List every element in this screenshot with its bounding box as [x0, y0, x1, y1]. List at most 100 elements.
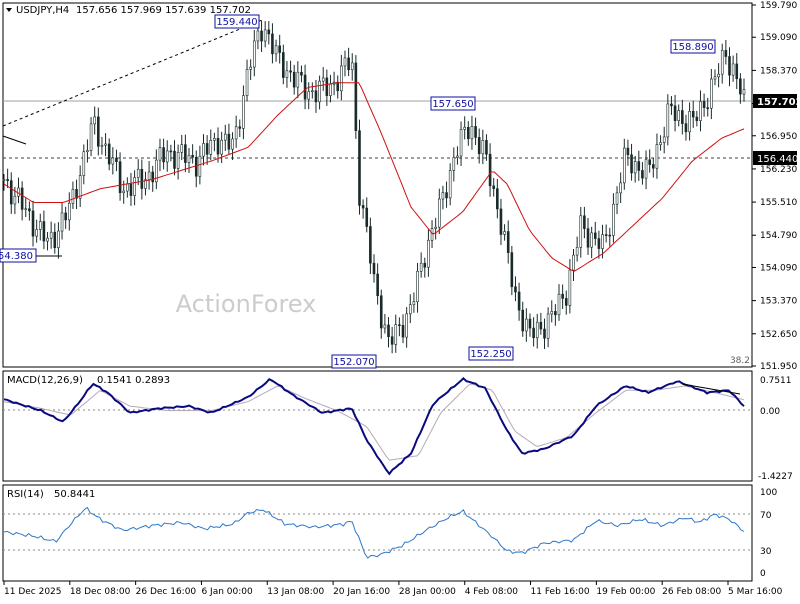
- candle: [463, 116, 466, 140]
- candle-body: [307, 91, 311, 100]
- candle: [691, 100, 695, 128]
- candle-body: [677, 110, 681, 121]
- candle-body: [223, 133, 227, 141]
- candle-body: [554, 311, 557, 316]
- candle: [506, 220, 510, 264]
- time-tick-label: 6 Jan 00:00: [201, 587, 253, 597]
- candle-body: [133, 177, 136, 196]
- candle: [412, 292, 416, 313]
- macd-axis-top: 0.7511: [760, 376, 792, 386]
- candle: [470, 115, 474, 150]
- candle-body: [354, 62, 358, 131]
- candle-body: [263, 29, 267, 42]
- candle: [517, 282, 521, 321]
- candle-body: [564, 298, 568, 306]
- candle-body: [358, 130, 361, 206]
- candle-body: [655, 144, 659, 169]
- candle: [695, 110, 699, 127]
- candle-body: [162, 147, 165, 163]
- candle-body: [720, 50, 724, 75]
- price-tick-label: 156.230: [760, 165, 797, 175]
- candle: [510, 245, 514, 296]
- candle-body: [441, 192, 445, 200]
- candle: [423, 257, 427, 278]
- candle: [2, 173, 6, 191]
- candle-body: [681, 110, 684, 124]
- candle-body: [278, 45, 281, 53]
- time-tick-label: 11 Dec 2025: [4, 587, 62, 597]
- candle: [612, 193, 615, 243]
- candle: [481, 129, 485, 165]
- candle: [140, 159, 144, 200]
- candle-body: [9, 180, 13, 205]
- candle-body: [271, 33, 274, 55]
- candle-body: [463, 126, 466, 130]
- candle: [535, 313, 539, 349]
- candle-body: [176, 152, 180, 169]
- candle: [343, 50, 347, 77]
- candle-body: [2, 179, 6, 181]
- candle-body: [336, 81, 340, 92]
- candle-body: [78, 175, 82, 199]
- support-price-marker: 156.440: [753, 151, 798, 165]
- time-tick-label: 19 Feb 00:00: [596, 587, 655, 597]
- candle-body: [528, 318, 532, 329]
- candle-body: [111, 157, 115, 165]
- candle: [622, 138, 626, 190]
- candle-body: [496, 188, 499, 210]
- time-tick-label: 11 Feb 16:00: [531, 587, 590, 597]
- candle: [223, 124, 227, 151]
- candle: [9, 172, 13, 214]
- trend-line-small: [2, 135, 27, 145]
- candle-body: [539, 321, 543, 330]
- candle-body: [419, 262, 423, 272]
- candle: [249, 59, 252, 81]
- candle-body: [31, 210, 35, 237]
- candle-body: [633, 161, 637, 174]
- candle: [739, 73, 742, 104]
- macd-axis-zero: 0.00: [760, 407, 780, 417]
- candle: [503, 224, 506, 241]
- candle-body: [350, 62, 354, 71]
- candle-body: [285, 70, 289, 78]
- candle: [528, 313, 532, 337]
- candle: [282, 44, 285, 85]
- candle: [176, 144, 180, 180]
- price-tick-label: 153.370: [760, 297, 797, 307]
- candle: [543, 318, 546, 349]
- candle-body: [706, 107, 710, 109]
- candle-body: [252, 40, 256, 68]
- candle-body: [24, 208, 28, 211]
- rsi-title: RSI(14): [7, 489, 44, 500]
- candle-body: [735, 63, 739, 80]
- candle: [369, 217, 372, 275]
- candle: [271, 23, 274, 64]
- candle-body: [238, 126, 242, 129]
- candle: [86, 139, 89, 163]
- candle-body: [499, 208, 503, 235]
- annotation-158890: 158.890: [670, 39, 716, 54]
- annotation-154380: 154.380: [0, 248, 37, 263]
- candle-body: [510, 252, 514, 288]
- annotation-152250-text: 152.250: [470, 349, 511, 360]
- annotation-152250: 152.250: [468, 346, 514, 361]
- candle-body: [198, 155, 202, 177]
- candle: [539, 312, 543, 335]
- candle: [361, 199, 365, 219]
- candle: [474, 117, 477, 146]
- candle: [372, 254, 376, 283]
- candle: [706, 97, 710, 117]
- candle-body: [412, 301, 416, 305]
- candle: [71, 181, 75, 209]
- candle: [115, 149, 118, 172]
- candle: [238, 119, 242, 137]
- annotation-154380-text: 154.380: [0, 251, 33, 262]
- candle-body: [245, 69, 249, 96]
- candle: [314, 79, 318, 113]
- rsi-line: [3, 506, 745, 559]
- candle-body: [274, 45, 278, 55]
- candle: [499, 198, 503, 245]
- price-tick-label: 159.090: [760, 33, 797, 43]
- candle-body: [303, 74, 307, 100]
- candle: [60, 202, 64, 240]
